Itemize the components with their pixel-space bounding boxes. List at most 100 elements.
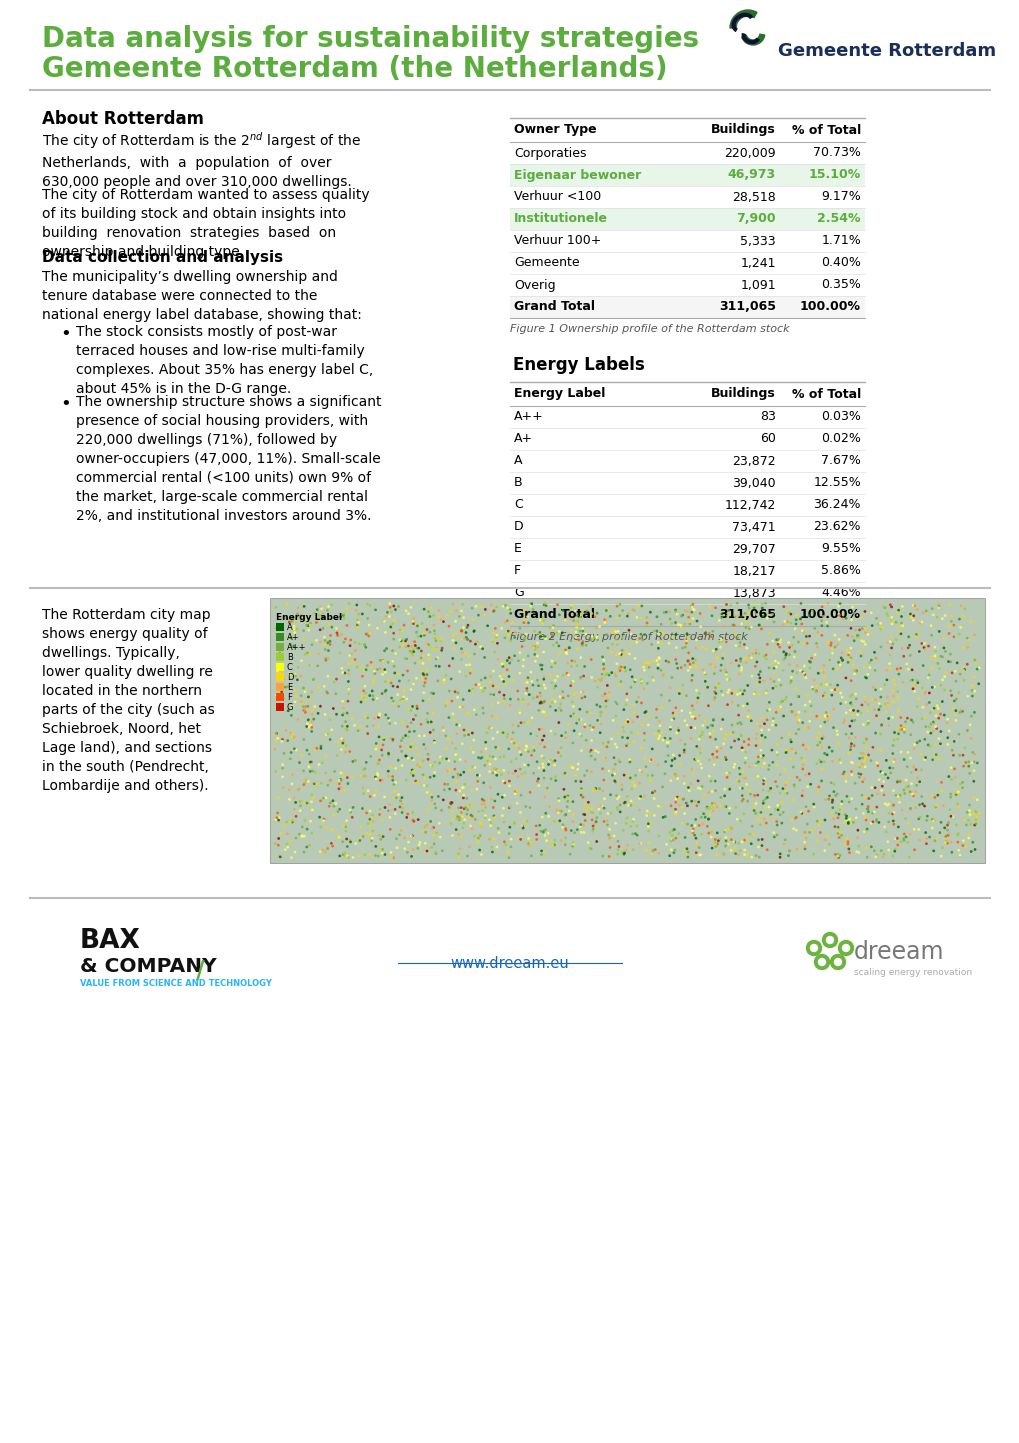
Point <box>781 636 797 659</box>
Point <box>843 811 859 834</box>
Point <box>350 719 366 742</box>
Point <box>280 625 297 648</box>
Point <box>663 625 680 648</box>
Text: 60: 60 <box>759 433 775 446</box>
Point <box>592 794 608 817</box>
Point <box>732 810 748 833</box>
Point <box>455 760 472 784</box>
Point <box>472 814 488 837</box>
Point <box>584 625 600 648</box>
Point <box>371 726 387 749</box>
Point <box>564 756 580 779</box>
Point <box>845 811 861 834</box>
Point <box>442 667 459 690</box>
Point <box>484 684 500 707</box>
Point <box>416 724 432 747</box>
Point <box>923 597 940 620</box>
Point <box>618 711 634 734</box>
Point <box>705 688 721 711</box>
Point <box>960 794 976 817</box>
Point <box>777 739 794 762</box>
Point <box>818 824 835 847</box>
Point <box>384 727 400 750</box>
Point <box>435 788 451 811</box>
Point <box>859 801 875 824</box>
Point <box>551 685 568 709</box>
Point <box>846 659 862 683</box>
Point <box>841 808 857 831</box>
Point <box>546 652 562 675</box>
Point <box>829 732 846 755</box>
Point <box>590 668 606 691</box>
Point <box>774 613 791 636</box>
Point <box>268 807 284 830</box>
Point <box>715 821 732 844</box>
Point <box>301 619 317 642</box>
Point <box>867 808 883 831</box>
FancyBboxPatch shape <box>276 693 283 701</box>
Point <box>721 593 738 616</box>
Point <box>516 609 532 632</box>
Point <box>679 846 695 869</box>
Point <box>459 795 475 818</box>
Point <box>403 844 419 867</box>
Point <box>371 704 387 727</box>
Point <box>419 840 435 863</box>
Point <box>471 672 487 696</box>
Point <box>359 714 375 737</box>
Point <box>783 700 799 723</box>
Point <box>270 844 286 867</box>
Point <box>569 605 585 628</box>
Point <box>880 652 897 675</box>
Point <box>815 750 832 773</box>
Point <box>533 717 549 740</box>
Point <box>918 805 934 828</box>
Point <box>682 716 698 739</box>
Point <box>722 817 739 840</box>
Point <box>903 772 919 795</box>
Point <box>951 701 967 724</box>
Point <box>364 807 380 830</box>
Point <box>318 786 334 810</box>
Point <box>300 771 316 794</box>
Point <box>519 677 535 700</box>
Text: 4.46%: 4.46% <box>820 586 860 599</box>
Point <box>396 827 413 850</box>
Point <box>733 658 749 681</box>
Point <box>822 771 839 794</box>
Point <box>612 655 629 678</box>
Point <box>600 827 616 850</box>
Text: 220,009: 220,009 <box>723 147 775 160</box>
Point <box>794 779 810 802</box>
Point <box>792 592 808 615</box>
Point <box>745 596 761 619</box>
Point <box>717 830 734 853</box>
Point <box>532 681 548 704</box>
Point <box>922 623 938 646</box>
Point <box>454 817 471 840</box>
Point <box>311 805 327 828</box>
Point <box>768 740 785 763</box>
Point <box>771 843 788 866</box>
Point <box>656 805 673 828</box>
Point <box>292 665 309 688</box>
Point <box>682 701 698 724</box>
Point <box>732 646 748 670</box>
Point <box>735 694 751 717</box>
Point <box>946 704 962 727</box>
Point <box>313 737 329 760</box>
Point <box>338 810 355 833</box>
Point <box>842 691 858 714</box>
Point <box>930 747 947 771</box>
Point <box>597 664 613 687</box>
Point <box>520 612 536 635</box>
Point <box>877 820 894 843</box>
Point <box>552 828 569 851</box>
Point <box>916 638 932 661</box>
Point <box>312 694 328 717</box>
Point <box>840 807 856 830</box>
Point <box>781 644 797 667</box>
Point <box>698 638 714 661</box>
Point <box>412 755 428 778</box>
Point <box>584 814 600 837</box>
